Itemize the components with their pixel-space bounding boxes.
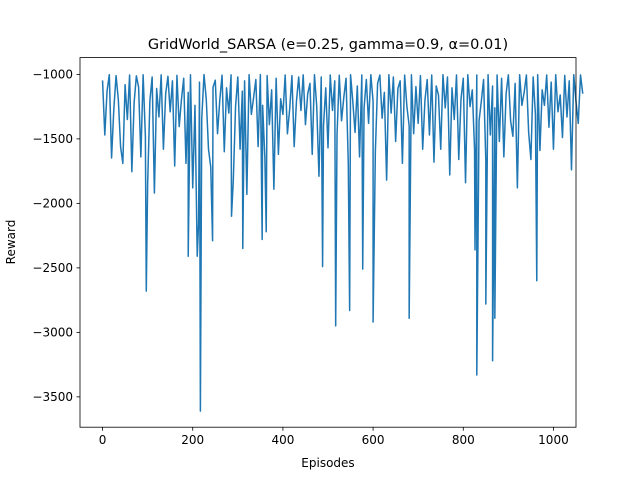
y-tick-label: −3000 bbox=[32, 326, 73, 340]
x-tick-label: 600 bbox=[362, 433, 385, 447]
x-tick-label: 0 bbox=[99, 433, 107, 447]
x-tick-label: 1000 bbox=[538, 433, 569, 447]
chart-title: GridWorld_SARSA (e=0.25, gamma=0.9, α=0.… bbox=[148, 37, 508, 53]
reward-series-line bbox=[101, 73, 584, 412]
axis-ticks: 0 200 400 600 800 1000 −1000 −1500 −2000 −2500 −30… bbox=[32, 68, 568, 448]
axes-frame bbox=[79, 57, 577, 428]
y-tick-label: −2000 bbox=[32, 197, 73, 211]
y-axis-label: Reward bbox=[4, 220, 18, 265]
y-tick-label: −1500 bbox=[32, 132, 73, 146]
x-tick-label: 400 bbox=[271, 433, 294, 447]
plot-lines bbox=[101, 73, 584, 412]
x-tick-label: 200 bbox=[181, 433, 204, 447]
x-axis-label: Episodes bbox=[301, 456, 354, 470]
x-tick-label: 800 bbox=[452, 433, 475, 447]
y-tick-label: −1000 bbox=[32, 68, 73, 82]
y-tick-label: −3500 bbox=[32, 390, 73, 404]
y-tick-label: −2500 bbox=[32, 261, 73, 275]
